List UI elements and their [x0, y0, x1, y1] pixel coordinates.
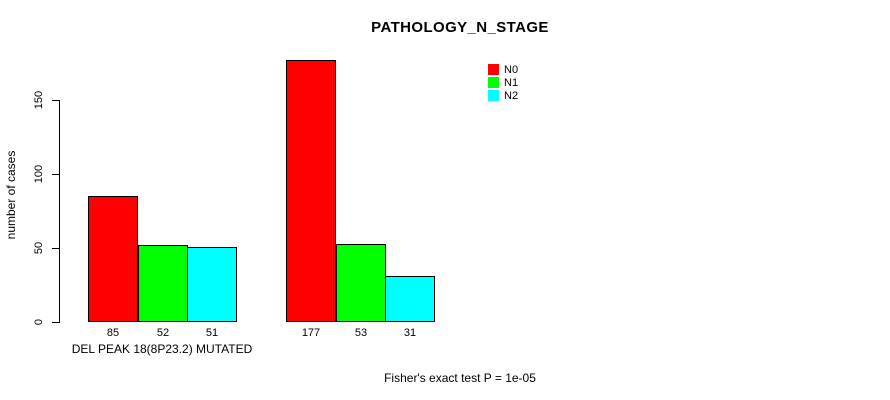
bar-n2-group2 [385, 276, 435, 322]
legend-item-n1: N1 [488, 76, 518, 89]
y-axis-line [59, 100, 60, 323]
bar-n0-group2 [286, 60, 336, 322]
y-axis-label: number of cases [4, 150, 18, 240]
y-axis-tick-label: 0 [33, 318, 45, 326]
y-axis-tick-label: 50 [33, 241, 45, 255]
legend-item-n2: N2 [488, 89, 518, 102]
legend-swatch-n1-icon [488, 77, 499, 88]
legend-item-n0: N0 [488, 63, 518, 76]
chart-title: PATHOLOGY_N_STAGE [371, 19, 549, 36]
legend-label-n1: N1 [504, 76, 519, 89]
bar-value-label: 51 [205, 327, 219, 339]
y-axis-tick [52, 100, 59, 101]
bar-n0-group1 [88, 196, 138, 322]
x-axis-group-label: DEL PEAK 18(8P23.2) MUTATED [71, 342, 253, 356]
legend-swatch-n2-icon [488, 90, 499, 101]
legend: N0 N1 N2 [488, 63, 518, 102]
y-axis-tick [52, 322, 59, 323]
y-axis-tick-label: 150 [33, 90, 45, 110]
y-axis-tick [52, 174, 59, 175]
legend-label-n0: N0 [504, 63, 519, 76]
bar-value-label: 85 [106, 327, 120, 339]
legend-label-n2: N2 [504, 89, 519, 102]
bar-value-label: 31 [403, 327, 417, 339]
legend-swatch-n0-icon [488, 64, 499, 75]
bar-value-label: 52 [156, 327, 170, 339]
bar-n1-group2 [336, 244, 386, 322]
bar-n1-group1 [138, 245, 188, 322]
y-axis-tick [52, 248, 59, 249]
y-axis-tick-label: 100 [33, 164, 45, 184]
bar-value-label: 177 [301, 327, 321, 339]
annotation-text: Fisher's exact test P = 1e-05 [384, 371, 536, 385]
bar-value-label: 53 [354, 327, 368, 339]
bar-n2-group1 [187, 247, 237, 322]
